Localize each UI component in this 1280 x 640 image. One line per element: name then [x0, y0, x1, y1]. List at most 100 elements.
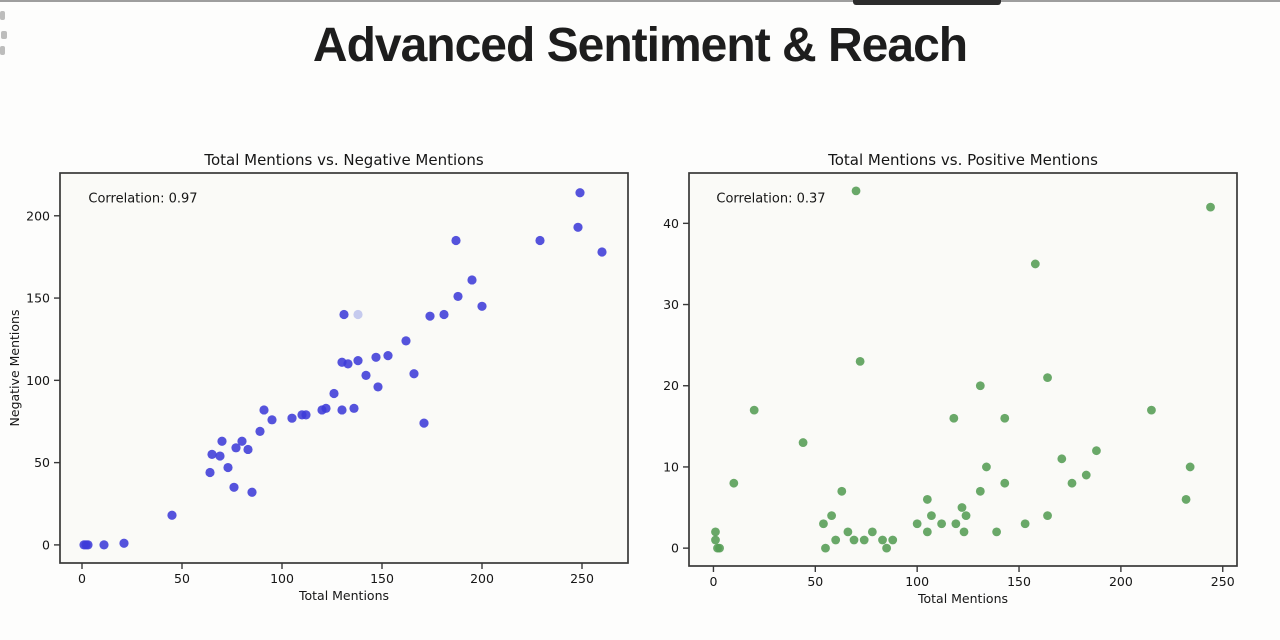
data-point: [419, 418, 429, 428]
data-point: [949, 413, 959, 423]
data-point: [337, 405, 347, 415]
screen-artifact-edge-blob: [0, 46, 5, 55]
data-point: [383, 351, 393, 361]
data-point: [267, 415, 277, 425]
x-tick-label: 50: [174, 571, 190, 586]
data-point: [1092, 446, 1101, 456]
data-point: [573, 222, 583, 232]
x-tick-label: 200: [1109, 574, 1133, 589]
axes-frame: [59, 172, 629, 564]
y-tick-label: 10: [663, 459, 679, 474]
data-point: [167, 510, 177, 520]
scatter-points: [79, 188, 607, 550]
data-point: [729, 478, 739, 488]
data-point: [453, 291, 463, 302]
data-point: [888, 535, 898, 545]
x-tick-label: 200: [470, 571, 494, 586]
scatter-points: [711, 186, 1215, 553]
y-axis-label: Positive Mentions: [650, 315, 651, 424]
correlation-annotation: Correlation: 0.97: [88, 192, 197, 207]
chart-title: Total Mentions vs. Positive Mentions: [827, 151, 1098, 169]
correlation-annotation: Correlation: 0.37: [716, 192, 825, 207]
y-tick-label: 0: [671, 541, 679, 556]
data-point: [867, 527, 877, 537]
x-axis-label: Total Mentions: [298, 588, 389, 603]
axes-frame: [688, 172, 1238, 567]
positive-mentions-scatter-chart: Total Mentions vs. Positive Mentions 0 50 1…: [650, 151, 1238, 606]
data-point: [321, 403, 331, 413]
data-point: [215, 451, 225, 461]
data-point: [231, 443, 241, 453]
data-point: [749, 405, 759, 415]
data-point: [922, 527, 932, 537]
data-point: [287, 413, 297, 423]
data-point: [1067, 478, 1077, 488]
data-point: [119, 538, 129, 548]
data-point: [855, 356, 865, 366]
data-point: [353, 355, 363, 366]
data-point: [247, 487, 257, 497]
data-point: [1185, 462, 1195, 472]
data-point: [937, 519, 947, 529]
data-point: [912, 519, 922, 529]
plot-area: [689, 173, 1237, 566]
data-point: [409, 369, 419, 379]
data-point: [535, 235, 545, 246]
x-tick-label: 50: [807, 574, 823, 589]
data-point: [957, 503, 967, 512]
data-point: [927, 511, 936, 521]
data-point: [575, 188, 585, 198]
data-point: [831, 535, 841, 545]
data-point: [255, 426, 265, 436]
y-tick-label: 30: [663, 297, 679, 312]
x-tick-label: 0: [78, 571, 86, 586]
data-point: [951, 519, 961, 529]
data-point: [99, 540, 109, 550]
y-tick-label: 100: [26, 373, 50, 388]
data-point: [259, 405, 269, 415]
data-point: [982, 462, 991, 472]
data-point: [243, 444, 253, 455]
data-point: [961, 511, 971, 521]
data-point: [1043, 511, 1052, 521]
chart-title: Total Mentions vs. Negative Mentions: [203, 151, 484, 169]
screen-artifact-edge-blob: [0, 11, 5, 20]
data-point: [975, 486, 985, 496]
data-point: [223, 462, 233, 473]
data-point: [217, 436, 227, 446]
screen-artifact-edge-blob: [1, 31, 7, 39]
page-title: Advanced Sentiment & Reach: [312, 19, 968, 72]
data-point: [1081, 470, 1091, 480]
data-point: [711, 535, 720, 545]
negative-mentions-scatter-chart: Total Mentions vs. Negative Mentions 0 50 1…: [7, 151, 629, 603]
data-point: [922, 495, 932, 504]
data-point: [959, 527, 969, 537]
data-point: [859, 535, 869, 545]
x-tick-label: 100: [905, 574, 929, 589]
data-point: [975, 381, 985, 391]
data-point: [821, 543, 830, 553]
data-point: [237, 436, 247, 446]
data-point: [597, 247, 607, 257]
data-point: [371, 352, 381, 362]
data-point: [361, 370, 371, 381]
data-point: [851, 186, 861, 196]
data-point: [878, 535, 887, 545]
data-point: [339, 309, 349, 320]
data-point: [425, 311, 435, 321]
x-tick-label: 100: [270, 571, 294, 586]
y-tick-label: 50: [34, 455, 50, 470]
faded-data-point: [353, 309, 363, 320]
data-point: [401, 336, 411, 346]
y-tick-label: 0: [42, 537, 50, 552]
data-point: [1043, 373, 1052, 383]
plot-area: [60, 173, 628, 563]
data-point: [207, 449, 217, 459]
y-axis-label: Negative Mentions: [7, 310, 22, 427]
y-tick-label: 20: [663, 378, 679, 393]
data-point: [819, 519, 828, 529]
data-point: [827, 511, 837, 521]
data-point: [992, 527, 1002, 537]
data-point: [205, 467, 215, 478]
x-tick-label: 150: [1007, 574, 1031, 589]
